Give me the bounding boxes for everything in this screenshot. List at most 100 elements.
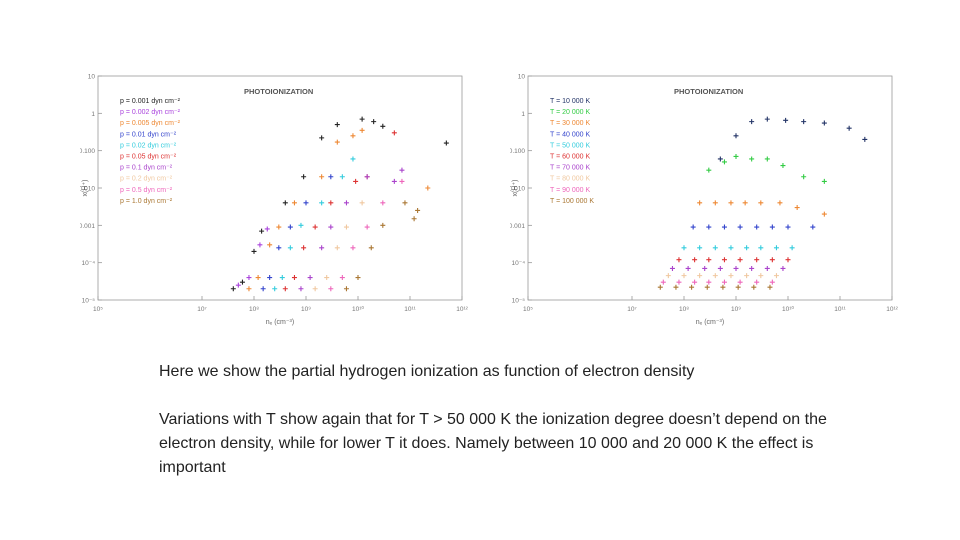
data-point [328,224,334,230]
data-point [312,286,318,292]
data-point [319,174,325,180]
data-point [697,200,703,206]
y-tick-label: 10⁻⁵ [82,298,96,305]
data-point [380,123,386,129]
data-point [754,279,760,285]
data-point [272,286,278,292]
data-point [334,139,340,145]
data-point [737,224,743,230]
data-point [235,282,241,288]
data-point [676,257,682,263]
data-point [706,257,712,263]
data-point [777,200,783,206]
data-point [359,200,365,206]
data-point [689,284,695,290]
data-point [665,273,671,279]
data-point [712,200,718,206]
data-point [279,275,285,281]
data-point [312,224,318,230]
legend-entry: T = 60 000 K [550,154,590,161]
data-point [350,133,356,139]
data-point [794,205,800,211]
data-point [769,224,775,230]
data-point [758,200,764,206]
data-point [737,257,743,263]
legend-entry: p = 0.02 dyn cm⁻² [120,142,177,149]
data-point [402,200,408,206]
data-point [660,279,666,285]
data-point [298,286,304,292]
data-point [328,174,334,180]
data-point [350,245,356,251]
data-point [259,228,265,234]
data-point [785,257,791,263]
x-tick-label: 10¹⁰ [782,305,794,313]
data-point [255,275,261,281]
data-point [239,279,245,285]
x-tick-label: 10⁸ [249,306,259,313]
legend-entry: T = 20 000 K [550,109,590,116]
data-point [371,119,377,125]
y-tick-label: 10 [88,74,96,81]
data-point [754,257,760,263]
data-point [720,284,726,290]
data-point [264,226,270,232]
data-point [728,273,734,279]
data-point [364,224,370,230]
data-point [391,178,397,184]
data-point [690,224,696,230]
legend-entry: T = 70 000 K [550,165,590,172]
data-point [298,222,304,228]
data-point [657,284,663,290]
data-point [744,273,750,279]
data-point [773,273,779,279]
data-point [319,245,325,251]
y-tick-label: 10⁻⁴ [82,260,96,267]
data-point [697,245,703,251]
data-point [319,200,325,206]
data-point [291,275,297,281]
data-point [353,178,359,184]
data-point [339,174,345,180]
legend-entry: p = 0.05 dyn cm⁻² [120,154,177,161]
data-point [267,275,273,281]
data-point [706,224,712,230]
data-point [764,265,770,271]
data-point [692,257,698,263]
data-point [810,224,816,230]
data-point [749,265,755,271]
legend-entry: p = 0.002 dyn cm⁻² [120,109,181,116]
data-point [673,284,679,290]
legend-entry: T = 30 000 K [550,120,590,127]
data-point [846,125,852,131]
data-point [415,207,421,213]
x-tick-label: 10¹¹ [404,306,416,313]
data-point [324,275,330,281]
y-tick-label: 0.001 [80,223,95,230]
caption-line-2: Variations with T show again that for T … [159,411,827,476]
data-point [721,224,727,230]
x-tick-label: 10¹² [456,306,468,313]
legend-entry: p = 1.0 dyn cm⁻² [120,198,173,205]
data-point [785,224,791,230]
data-point [773,245,779,251]
data-point [751,284,757,290]
data-point [425,185,431,191]
data-point [764,156,770,162]
data-point [769,279,775,285]
y-tick-label: 10⁻⁴ [512,260,526,267]
x-tick-label: 10⁷ [627,306,637,313]
data-point [246,286,252,292]
data-point [399,178,405,184]
legend-entry: T = 50 000 K [550,142,590,149]
data-point [783,117,789,123]
data-point [721,279,727,285]
data-point [706,167,712,173]
data-point [712,273,718,279]
data-point [733,153,739,159]
x-tick-label: 10⁷ [197,306,207,313]
legend-entry: p = 0.1 dyn cm⁻² [120,165,173,172]
data-point [380,200,386,206]
data-point [712,245,718,251]
